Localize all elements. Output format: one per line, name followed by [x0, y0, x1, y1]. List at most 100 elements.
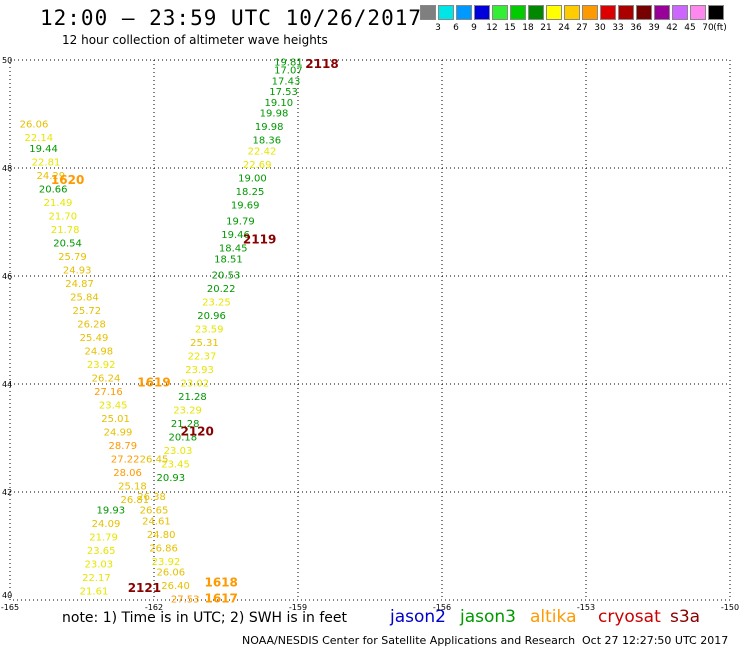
swh-value: 26.86	[149, 543, 178, 554]
swh-value: 24.87	[65, 279, 94, 290]
swh-value: 23.93	[185, 365, 214, 376]
legend-swatch	[690, 5, 706, 20]
legend-label: 42	[666, 23, 678, 33]
satellite-jason2: jason2	[390, 607, 446, 627]
longitude-tick-label: -165	[1, 603, 19, 612]
swh-value: 23.45	[161, 460, 190, 471]
swh-value: 23.45	[99, 400, 128, 411]
legend-swatch	[636, 5, 652, 20]
swh-value: 17.43	[272, 76, 301, 87]
swh-value: 27.22	[111, 454, 140, 465]
latitude-tick-label: 50	[2, 56, 12, 65]
swh-value: 17.53	[269, 87, 298, 98]
swh-value: 25.31	[190, 338, 219, 349]
swh-value: 23.29	[173, 406, 202, 417]
latitude-tick-label: 42	[2, 488, 12, 497]
swh-value: 26.06	[156, 568, 185, 579]
swh-value: 28.06	[113, 468, 142, 479]
swh-value: 21.28	[171, 419, 200, 430]
swh-value: 21.61	[80, 587, 109, 598]
swh-value: 19.98	[255, 122, 284, 133]
swh-value: 20.93	[156, 473, 185, 484]
swh-value: 23.02	[180, 379, 209, 390]
swh-value: 20.66	[39, 184, 68, 195]
swh-value: 20.96	[197, 311, 226, 322]
longitude-tick-label: -156	[433, 603, 451, 612]
legend-label: 30	[594, 23, 606, 33]
swh-value: 24.09	[92, 519, 121, 530]
map-grid	[9, 59, 731, 601]
swh-value: 27.53	[171, 595, 200, 606]
pass-label: 1620	[51, 173, 84, 187]
swh-value: 21.49	[44, 198, 73, 209]
units-note: note: 1) Time is in UTC; 2) SWH is in fe…	[62, 610, 348, 626]
swh-value: 22.37	[188, 352, 217, 363]
swh-value: 25.49	[80, 333, 109, 344]
swh-value: 24.98	[84, 346, 113, 357]
legend-label: (ft)	[713, 23, 727, 33]
swh-value: 23.92	[87, 360, 116, 371]
swh-value: 21.28	[178, 392, 207, 403]
pass-label: 2119	[243, 233, 276, 247]
swh-value: 20.22	[207, 284, 236, 295]
latitude-tick-label: 46	[2, 272, 12, 281]
satellite-altika: altika	[530, 607, 577, 627]
swh-value: 25.79	[58, 252, 87, 263]
legend-label: 21	[540, 23, 552, 33]
swh-value: 26.06	[20, 120, 49, 131]
legend-swatch	[564, 5, 580, 20]
pass-label: 1618	[204, 576, 237, 590]
swh-value: 26.65	[140, 506, 169, 517]
swh-value: 21.70	[48, 211, 77, 222]
swh-value: 19.00	[238, 174, 267, 185]
satellite-cryosat: cryosat	[598, 607, 661, 627]
legend-swatch	[528, 5, 544, 20]
swh-value: 26.40	[161, 581, 190, 592]
swh-value: 24.61	[142, 516, 171, 527]
map-frame	[9, 59, 731, 601]
legend-swatch	[420, 5, 436, 20]
pass-label: 2120	[180, 424, 213, 438]
legend-label: 70	[702, 23, 714, 33]
swh-value: 19.10	[264, 98, 293, 109]
swh-value: 25.72	[72, 306, 101, 317]
legend-label: 12	[486, 23, 498, 33]
swh-value: 19.81	[274, 57, 303, 68]
generated-timestamp: Oct 27 12:27:50 UTC 2017	[582, 634, 729, 647]
swh-value: 19.69	[231, 201, 260, 212]
swh-value: 20.18	[168, 433, 197, 444]
swh-value: 25.18	[118, 481, 147, 492]
swh-value: 26.24	[92, 373, 121, 384]
legend-swatch	[546, 5, 562, 20]
axis-tick-labels: -165 -162 -159 -156 -153 -150 40 42 44 46 48 50	[1, 56, 739, 612]
legend-swatch	[438, 5, 454, 20]
swh-value: 25.01	[101, 414, 130, 425]
swh-value: 19.98	[260, 109, 289, 120]
swh-value: 22.17	[82, 573, 111, 584]
swh-value: 24.99	[104, 427, 133, 438]
longitude-tick-label: -150	[721, 603, 739, 612]
swh-value: 24.93	[63, 265, 92, 276]
legend-label: 27	[576, 23, 588, 33]
longitude-tick-label: -153	[577, 603, 595, 612]
legend-swatch	[582, 5, 598, 20]
swh-value: 18.25	[236, 187, 265, 198]
swh-value: 18.36	[252, 136, 281, 147]
wave-height-observations: 19.8117.0717.4317.5319.1019.9819.9818.36…	[20, 57, 303, 605]
swh-value: 26.28	[77, 319, 106, 330]
legend-label: 18	[522, 23, 534, 33]
swh-value: 24.29	[36, 171, 65, 182]
latitude-tick-label: 48	[2, 164, 12, 173]
swh-value: 23.59	[195, 325, 224, 336]
legend-label: 3	[435, 23, 441, 33]
swh-value: 23.03	[164, 446, 193, 457]
satellite-jason3: jason3	[460, 607, 516, 627]
legend-swatch	[474, 5, 490, 20]
legend-label: 45	[684, 23, 696, 33]
pass-label: 2121	[128, 581, 161, 595]
latitude-tick-label: 44	[2, 380, 12, 389]
legend-swatch	[492, 5, 508, 20]
swh-value: 22.69	[243, 160, 272, 171]
longitude-tick-label: -159	[289, 603, 307, 612]
